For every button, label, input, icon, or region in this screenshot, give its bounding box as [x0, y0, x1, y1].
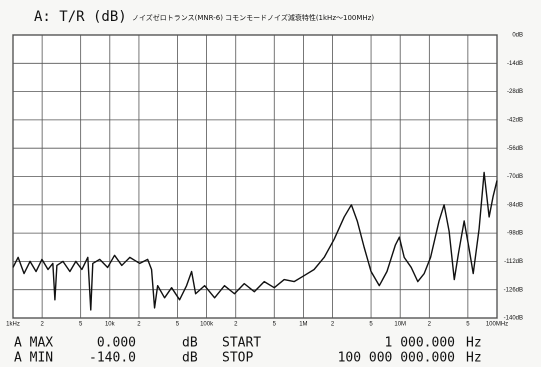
footer-text: A MAX — [14, 336, 53, 351]
x-tick-label: 2 — [234, 322, 238, 328]
footer-text: 1 000.000 — [385, 336, 455, 351]
x-tick-label: 1M — [299, 322, 307, 328]
footer-text: Hz — [466, 351, 482, 366]
footer-text: dB — [182, 336, 198, 351]
y-tick-label: -140dB — [504, 316, 523, 322]
y-tick-label: -28dB — [507, 89, 523, 95]
y-tick-label: -14dB — [507, 61, 523, 67]
x-tick-label: 2 — [40, 322, 44, 328]
x-tick-label: 2 — [137, 322, 141, 328]
footer-text: 0.000 — [97, 336, 136, 351]
x-tick-label: 5 — [466, 322, 470, 328]
x-tick-label: 2 — [331, 322, 335, 328]
x-tick-label: 100MHz — [486, 322, 508, 328]
footer-text: dB — [182, 351, 198, 366]
y-tick-label: -56dB — [507, 146, 523, 152]
x-tick-label: 100k — [200, 322, 214, 328]
plot-area: 0dB -14dB -28dB -42dB -56dB -70dB -84dB -98dB -1… — [6, 33, 523, 328]
y-tick-label: -70dB — [507, 174, 523, 180]
footer-text: 100 000 000.000 — [338, 351, 455, 366]
x-tick-label: 5 — [176, 322, 180, 328]
x-tick-label: 10M — [394, 322, 406, 328]
footer-text: A MIN — [14, 351, 53, 366]
x-tick-label: 2 — [428, 322, 432, 328]
x-tick-label: 1kHz — [6, 322, 20, 328]
footer: A MAX 0.000 dB START 1 000.000 Hz A MIN -140.0 d… — [14, 336, 482, 366]
y-tick-label: -112dB — [504, 259, 523, 265]
y-tick-label: -126dB — [504, 287, 523, 293]
chart-subtitle: ノイズゼロトランス(MNR-6) コモンモードノイズ減衰特性(1kHz～100M… — [132, 13, 374, 22]
y-tick-label: -42dB — [507, 117, 523, 123]
x-tick-label: 5 — [273, 322, 277, 328]
footer-text: -140.0 — [89, 351, 136, 366]
x-tick-label: 5 — [79, 322, 83, 328]
y-tick-label: -84dB — [507, 202, 523, 208]
footer-text: Hz — [466, 336, 482, 351]
x-tick-label: 10k — [105, 322, 116, 328]
y-tick-label: 0dB — [512, 33, 523, 39]
x-tick-label: 5 — [369, 322, 373, 328]
trace-line — [12, 171, 498, 311]
chart-title: A: T/R (dB) — [34, 9, 127, 25]
footer-text: STOP — [222, 351, 253, 366]
footer-text: START — [222, 336, 261, 351]
y-tick-label: -98dB — [507, 231, 523, 237]
